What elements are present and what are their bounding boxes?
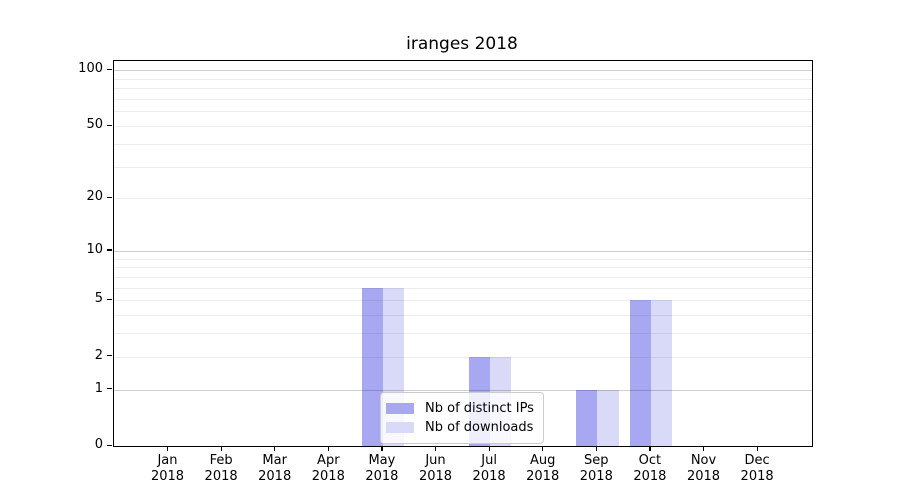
x-tick-label-month: Oct xyxy=(638,453,662,468)
x-tick-label-month: Mar xyxy=(262,453,287,468)
x-tick-Jun xyxy=(435,446,437,451)
y-tick-20 xyxy=(107,196,112,198)
legend-item-distinct-ips: Nb of distinct IPs xyxy=(386,399,534,418)
x-tick-label-year: 2018 xyxy=(365,469,399,484)
x-tick-label-Oct: Oct 2018 xyxy=(622,453,678,485)
x-tick-label-Sep: Sep 2018 xyxy=(568,453,624,485)
y-tick-label-1: 1 xyxy=(94,380,103,396)
x-tick-label-Jun: Jun 2018 xyxy=(408,453,464,485)
x-tick-label-year: 2018 xyxy=(418,469,453,484)
x-tick-label-month: Aug xyxy=(529,453,556,468)
legend-swatch-distinct-ips xyxy=(386,403,414,414)
x-tick-label-Jan: Jan 2018 xyxy=(140,453,196,485)
y-tick-label-50: 50 xyxy=(86,117,103,132)
x-tick-label-Jul: Jul 2018 xyxy=(461,453,517,485)
x-tick-label-month: May xyxy=(368,453,396,468)
x-tick-Nov xyxy=(703,446,705,451)
chart-title: iranges 2018 xyxy=(406,34,518,54)
x-tick-label-Feb: Feb 2018 xyxy=(193,453,249,485)
y-tick-50 xyxy=(107,124,112,126)
x-tick-label-month: Sep xyxy=(584,453,609,468)
legend-swatch-downloads xyxy=(386,422,414,433)
x-tick-label-year: 2018 xyxy=(686,469,721,484)
x-tick-Jan xyxy=(167,446,169,451)
x-tick-label-year: 2018 xyxy=(204,469,238,484)
x-tick-label-month: Feb xyxy=(209,453,233,468)
x-tick-label-year: 2018 xyxy=(740,469,774,484)
x-tick-label-year: 2018 xyxy=(472,469,506,484)
x-tick-label-May: May 2018 xyxy=(354,453,410,485)
x-tick-Apr xyxy=(327,446,330,451)
y-tick-label-20: 20 xyxy=(86,189,103,205)
y-tick-label-5: 5 xyxy=(94,291,103,307)
y-tick-5 xyxy=(107,298,112,300)
x-tick-Jul xyxy=(488,446,490,451)
x-tick-label-Dec: Dec 2018 xyxy=(729,453,785,485)
x-tick-label-Nov: Nov 2018 xyxy=(676,453,732,485)
legend-label-distinct-ips: Nb of distinct IPs xyxy=(425,401,534,416)
x-tick-Sep xyxy=(595,446,598,451)
bar-nb-of-distinct-ips-Sep xyxy=(575,389,598,446)
y-tick-0 xyxy=(107,444,112,446)
plot-area xyxy=(113,60,813,447)
y-tick-label-10: 10 xyxy=(86,241,103,257)
x-tick-label-Apr: Apr 2018 xyxy=(300,453,356,485)
x-tick-label-year: 2018 xyxy=(526,469,560,484)
legend-label-downloads: Nb of downloads xyxy=(425,420,534,435)
y-tick-1 xyxy=(107,388,112,390)
x-tick-Dec xyxy=(756,446,758,451)
x-tick-label-month: Jan xyxy=(157,453,178,468)
x-tick-label-month: Apr xyxy=(317,453,340,468)
y-tick-label-100: 100 xyxy=(78,61,103,77)
legend-item-downloads: Nb of downloads xyxy=(386,418,533,437)
x-tick-label-month: Jun xyxy=(425,453,446,468)
y-tick-label-0: 0 xyxy=(94,437,103,452)
y-tick-100 xyxy=(107,68,112,71)
bar-nb-of-downloads-Sep xyxy=(597,389,619,446)
x-tick-Mar xyxy=(274,446,276,451)
x-tick-label-year: 2018 xyxy=(633,469,667,484)
x-tick-label-month: Jul xyxy=(481,453,497,468)
bar-nb-of-downloads-Oct xyxy=(650,300,673,446)
x-tick-Aug xyxy=(542,446,544,451)
x-tick-May xyxy=(381,446,383,451)
x-tick-label-year: 2018 xyxy=(579,469,613,484)
x-tick-label-month: Nov xyxy=(690,453,717,468)
x-tick-label-year: 2018 xyxy=(311,469,345,484)
x-tick-label-year: 2018 xyxy=(258,469,292,484)
y-tick-label-2: 2 xyxy=(94,347,103,363)
y-tick-2 xyxy=(107,355,112,357)
legend: Nb of distinct IPs Nb of downloads xyxy=(380,392,544,444)
x-tick-label-month: Dec xyxy=(744,453,770,468)
bars-layer xyxy=(114,61,812,446)
x-tick-Oct xyxy=(649,446,651,451)
x-tick-Feb xyxy=(220,446,222,451)
x-tick-label-Mar: Mar 2018 xyxy=(247,453,303,485)
y-tick-10 xyxy=(107,249,112,251)
bar-nb-of-distinct-ips-Oct xyxy=(629,300,651,446)
x-tick-label-Aug: Aug 2018 xyxy=(515,453,571,485)
x-tick-label-year: 2018 xyxy=(150,469,185,484)
bar-nb-of-distinct-ips-May xyxy=(361,287,383,446)
